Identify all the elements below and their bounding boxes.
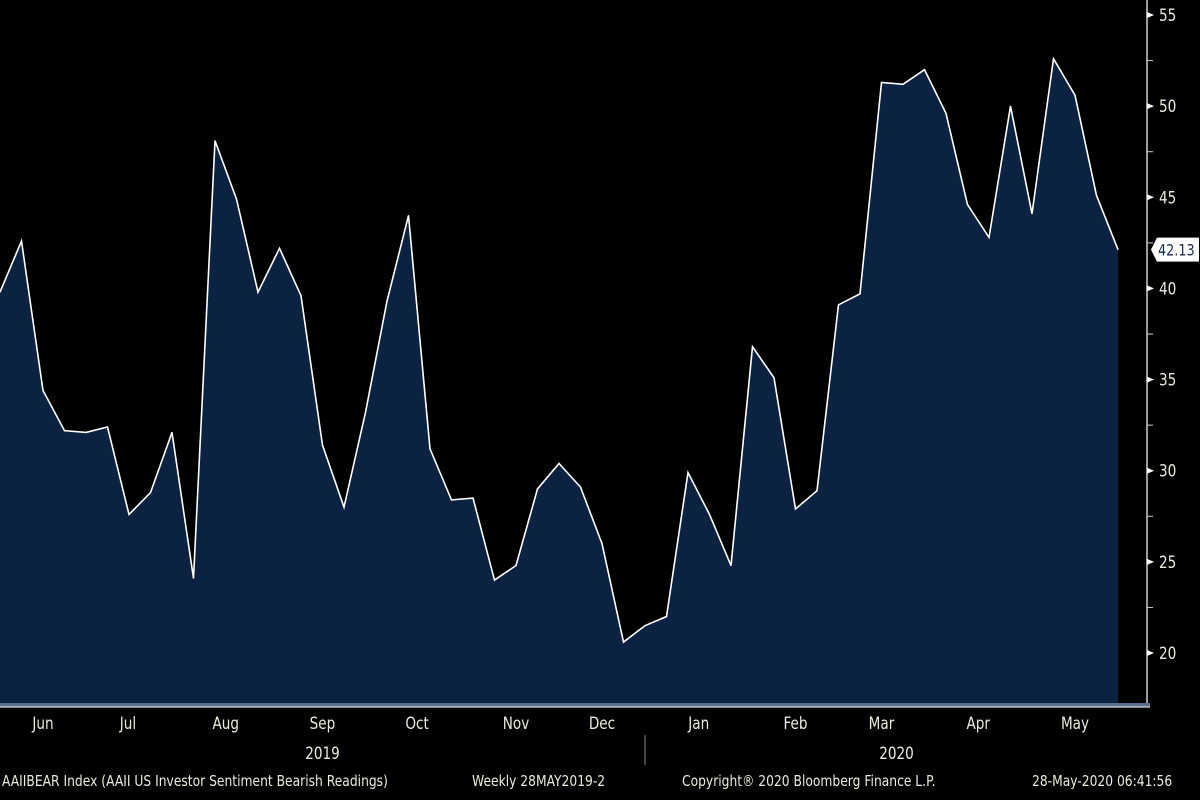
data-point [1010,105,1011,107]
y-tick-label: 25 [1159,552,1176,572]
data-point [924,69,925,71]
data-point [967,204,968,206]
data-point [795,508,796,510]
data-point [85,431,87,433]
y-tick-marker [1147,285,1154,292]
footer-title: AAIIBEAR Index (AAII US Investor Sentime… [2,772,388,790]
y-tick-label: 20 [1159,644,1176,664]
data-point [1074,94,1076,96]
data-point [537,488,538,490]
y-tick-label: 55 [1159,6,1176,26]
x-month-label: Nov [503,714,530,734]
data-point [300,295,302,297]
y-tick-label: 45 [1159,188,1176,208]
data-point [1117,249,1119,251]
data-point [730,565,732,567]
data-point [1031,213,1033,215]
x-month-label: May [1061,714,1089,734]
x-month-label: Jul [119,714,136,734]
y-tick-marker [1147,467,1154,474]
footer-range: Weekly 28MAY2019-2 [472,772,606,790]
last-value-tag [1151,237,1199,262]
data-point [429,448,431,450]
data-point [902,83,904,85]
data-point [752,346,753,348]
y-tick-marker [1147,650,1154,656]
data-point [257,291,259,293]
data-point [451,499,452,501]
data-point [150,492,151,494]
data-point [838,304,839,306]
data-point [408,215,409,217]
footer-copyright: Copyright® 2020 Bloomberg Finance L.P. [682,772,936,790]
data-point [580,486,581,488]
x-year-label: 2020 [879,744,914,764]
data-point [279,247,280,249]
data-point [494,579,495,581]
x-month-label: Dec [589,714,615,734]
x-month-label: Jan [687,714,709,734]
data-point [623,641,624,643]
data-point [709,513,710,515]
data-point [666,616,667,618]
x-year-label: 2019 [305,744,340,764]
y-tick-marker [1147,376,1154,383]
data-point [687,472,689,474]
data-point [21,240,22,242]
data-point [601,543,603,545]
x-month-label: Jun [32,714,54,734]
data-point [945,112,947,114]
data-point [171,431,173,433]
x-month-label: Feb [783,714,807,734]
x-month-label: Oct [405,714,428,734]
x-month-label: Apr [966,714,990,734]
data-point [42,390,44,392]
data-point [988,236,990,238]
data-point [472,497,474,499]
y-tick-label: 35 [1159,370,1176,390]
data-point [386,300,388,302]
y-tick-marker [1147,103,1154,110]
x-month-label: Mar [869,714,895,734]
data-point [515,565,517,567]
y-tick-label: 50 [1159,97,1176,117]
data-point [773,377,775,379]
data-point [644,625,646,627]
x-month-label: Sep [310,714,336,734]
data-point [1096,194,1097,196]
data-point [193,577,194,579]
y-tick-marker [1147,558,1154,565]
y-tick-marker [1147,12,1154,18]
data-point [558,462,560,464]
data-point [343,506,345,508]
data-point [236,198,237,200]
data-point [64,430,65,432]
x-axis-bar [0,703,1150,707]
data-point [214,140,216,142]
data-point [322,444,323,446]
y-tick-label: 40 [1159,279,1176,299]
data-point [0,291,1,293]
data-point [1053,58,1054,60]
last-value-label: 42.13 [1158,242,1195,260]
footer-timestamp: 28-May-2020 06:41:56 [1032,772,1173,790]
y-tick-label: 30 [1159,461,1176,481]
data-point [365,411,366,413]
y-tick-marker [1147,194,1154,201]
data-point [859,293,861,295]
x-month-label: Aug [212,714,239,734]
data-point [107,426,108,428]
data-point [881,81,882,83]
data-point [128,513,130,515]
data-point [816,490,818,492]
area-fill [0,58,1118,703]
